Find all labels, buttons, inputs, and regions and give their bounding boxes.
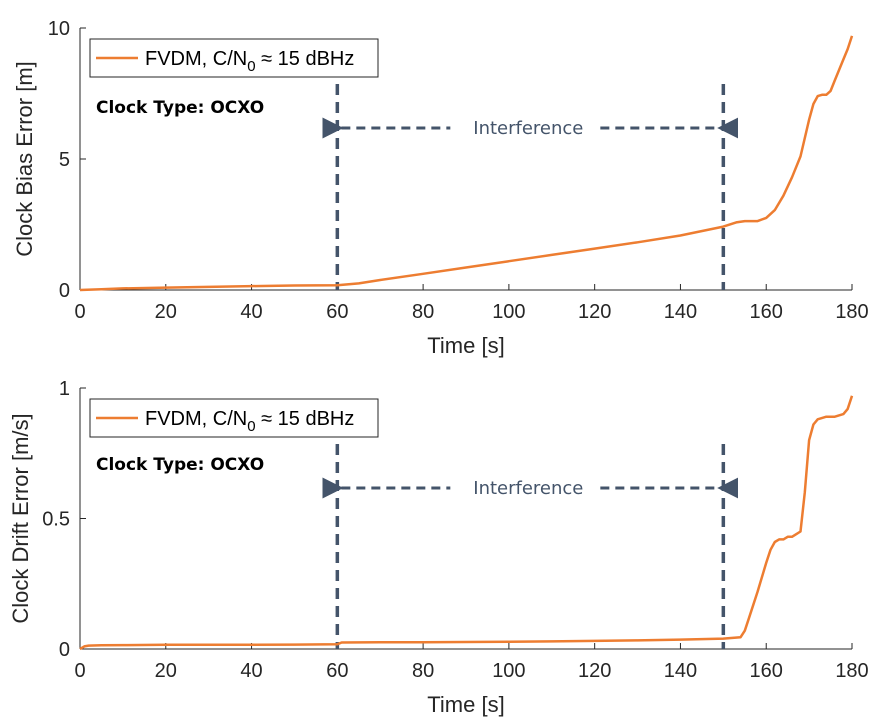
interference-label: Interference xyxy=(473,118,583,139)
x-tick-label: 20 xyxy=(155,301,177,323)
x-tick-label: 120 xyxy=(578,660,611,682)
x-tick-label: 0 xyxy=(74,301,85,323)
x-tick-label: 140 xyxy=(664,660,697,682)
legend-name-subscript: 0 xyxy=(247,58,255,75)
x-tick-label: 40 xyxy=(240,301,262,323)
clock-type-label: Clock Type: OCXO xyxy=(96,98,264,118)
x-tick-label: 40 xyxy=(240,660,262,682)
y-tick-label: 0 xyxy=(59,639,70,661)
y-tick-label: 0 xyxy=(59,280,70,302)
x-tick-label: 60 xyxy=(326,301,348,323)
series-line-1 xyxy=(79,395,854,651)
legend-name-prefix: FVDM, C/N xyxy=(145,48,247,70)
y-tick-label: 5 xyxy=(59,149,70,171)
x-tick-label: 60 xyxy=(326,660,348,682)
x-tick-label: 0 xyxy=(74,660,85,682)
legend: FVDM, C/N0 ≈ 15 dBHz xyxy=(89,398,379,438)
x-tick-label: 120 xyxy=(578,301,611,323)
x-tick-label: 140 xyxy=(664,301,697,323)
legend-name-suffix: ≈ 15 dBHz xyxy=(256,48,355,70)
interference-label: Interference xyxy=(473,478,583,499)
y-tick-label: 1 xyxy=(59,378,70,400)
x-tick-label: 100 xyxy=(492,301,525,323)
y-tick-label: 10 xyxy=(48,18,70,40)
x-tick-label: 180 xyxy=(835,660,868,682)
x-tick-label: 180 xyxy=(835,301,868,323)
legend-name-prefix: FVDM, C/N xyxy=(145,408,247,430)
legend-entry: FVDM, C/N0 ≈ 15 dBHz xyxy=(145,48,354,75)
y-axis-title: Clock Bias Error [m] xyxy=(12,61,37,257)
chart-panel-1: 0 20 40 60 80 100 120 140 160 180 0 5 10 Time [s] Cloc… xyxy=(12,18,869,358)
x-tick-label: 160 xyxy=(750,301,783,323)
y-axis-title: Clock Drift Error [m/s] xyxy=(8,413,33,623)
legend: FVDM, C/N0 ≈ 15 dBHz xyxy=(89,38,379,78)
chart-panel-2: 0 20 40 60 80 100 120 140 160 180 0 0.5 1 Time [s] Clo… xyxy=(8,378,869,717)
x-tick-label: 100 xyxy=(492,660,525,682)
x-tick-label: 80 xyxy=(412,301,434,323)
legend-name-subscript: 0 xyxy=(247,418,255,435)
x-tick-label: 80 xyxy=(412,660,434,682)
legend-entry: FVDM, C/N0 ≈ 15 dBHz xyxy=(145,408,354,435)
legend-name-suffix: ≈ 15 dBHz xyxy=(256,408,355,430)
x-tick-label: 20 xyxy=(155,660,177,682)
x-tick-label: 160 xyxy=(750,660,783,682)
x-axis-title: Time [s] xyxy=(427,692,504,717)
clock-type-label: Clock Type: OCXO xyxy=(96,455,264,475)
series-line-1 xyxy=(79,35,854,292)
x-axis-title: Time [s] xyxy=(427,333,504,358)
y-tick-label: 0.5 xyxy=(42,509,70,531)
